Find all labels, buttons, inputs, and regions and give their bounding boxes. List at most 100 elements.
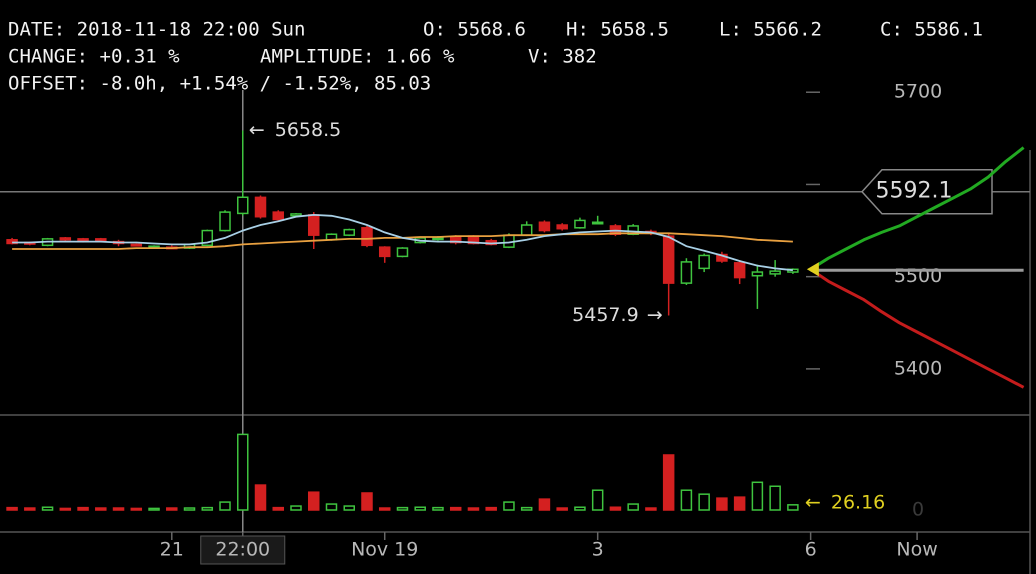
volume-bar (130, 507, 143, 511)
volume-bar (6, 506, 18, 511)
volume-tick-label: 0 (912, 499, 924, 521)
price-label-box (860, 168, 993, 215)
candle-body (59, 237, 72, 241)
header-text: CHANGE: +0.31 % (8, 46, 180, 68)
candle-body (307, 214, 320, 236)
low-annotation: 5457.9 (572, 304, 638, 326)
volume-bar (787, 504, 799, 511)
volume-bar (378, 507, 391, 511)
projection-line (809, 268, 1025, 389)
candle-body (538, 221, 551, 232)
volume-bar (556, 507, 568, 511)
volume-bar (716, 497, 728, 511)
low-arrow: → (647, 304, 663, 326)
volume-bar (183, 507, 196, 511)
candle-body (680, 261, 693, 284)
candle-body (254, 196, 267, 218)
header-text: OFFSET: -8.0h, +1.54% / -1.52%, 85.03 (8, 73, 431, 95)
x-tick-label: 3 (592, 539, 604, 561)
header-text: C: 5586.1 (880, 19, 983, 41)
candle-body (432, 237, 444, 241)
volume-bar (219, 501, 231, 511)
candle-body (449, 236, 462, 244)
volume-bar (148, 507, 160, 511)
current-marker (806, 262, 819, 277)
candle-body (698, 254, 710, 270)
volume-bar (662, 454, 675, 511)
high-annotation: 5658.5 (275, 119, 341, 141)
volume-bar (520, 506, 533, 511)
candle-body (237, 196, 249, 215)
volume-bar (396, 506, 409, 511)
volume-bar (769, 485, 781, 511)
volume-bar (751, 481, 764, 511)
header-text: H: 5658.5 (566, 19, 669, 41)
volume-bar (733, 496, 746, 511)
volume-bar (538, 498, 551, 511)
projection-line (809, 146, 1025, 271)
y-tick-label: 5700 (894, 81, 942, 103)
candle-body (574, 219, 586, 229)
header-text: DATE: 2018-11-18 22:00 Sun (8, 19, 305, 41)
candle-body (396, 247, 409, 258)
volume-bar (645, 507, 657, 511)
volume-bar (361, 492, 373, 511)
candle-body (361, 227, 373, 247)
candle-body (591, 221, 604, 225)
candle-body (627, 225, 639, 235)
candle-body (787, 268, 799, 273)
candle-body (343, 228, 355, 236)
candle-body (520, 224, 533, 236)
candle-body (662, 235, 675, 284)
price-label: 5592.1 (876, 179, 953, 204)
volume-bar (503, 501, 515, 511)
volume-bar (414, 506, 426, 511)
high-arrow: ← (249, 119, 265, 141)
volume-bar (432, 506, 444, 511)
volume-arrow: ← (805, 491, 821, 513)
candle-body (751, 271, 764, 277)
volume-bar (290, 505, 302, 511)
candle-body (130, 243, 143, 247)
volume-bar (325, 503, 338, 511)
volume-bar (307, 491, 320, 511)
header-text: V: 382 (528, 46, 597, 68)
candle-body (219, 211, 231, 232)
volume-bar (112, 507, 125, 511)
crosshair-x-label-bg (200, 535, 286, 565)
candle-body (733, 262, 746, 279)
candle-body (556, 224, 568, 230)
y-tick-label: 5500 (894, 265, 942, 287)
volume-bar (254, 484, 267, 511)
volume-bar (201, 506, 214, 511)
volume-bar (467, 507, 480, 511)
candle-body (272, 211, 285, 221)
volume-bar (166, 507, 178, 511)
volume-bar (77, 506, 89, 511)
volume-bar (272, 506, 285, 511)
ma-fast-line (12, 213, 793, 272)
volume-bar (680, 489, 693, 511)
x-tick-label: 6 (805, 539, 817, 561)
volume-bar (627, 503, 639, 511)
header: DATE: 2018-11-18 22:00 Sun O: 5568.6 H: 56… (8, 19, 983, 95)
candle-body (769, 270, 781, 275)
volume-bar (95, 507, 107, 511)
volume-bar (59, 507, 72, 511)
header-text: L: 5566.2 (719, 19, 822, 41)
volume-bar (24, 507, 36, 511)
volume-bar (591, 489, 604, 511)
candle-body (378, 246, 391, 258)
volume-bar (237, 433, 249, 511)
x-tick-label: Now (896, 539, 937, 561)
x-tick-label: 22:00 (215, 539, 270, 561)
volume-bar (698, 493, 710, 511)
volume-bar (485, 506, 497, 511)
header-text: AMPLITUDE: 1.66 % (260, 46, 455, 68)
x-tick-label: 21 (160, 539, 184, 561)
y-tick-label: 5400 (894, 357, 942, 379)
volume-bar (574, 506, 586, 511)
volume-label: 26.16 (831, 491, 885, 513)
